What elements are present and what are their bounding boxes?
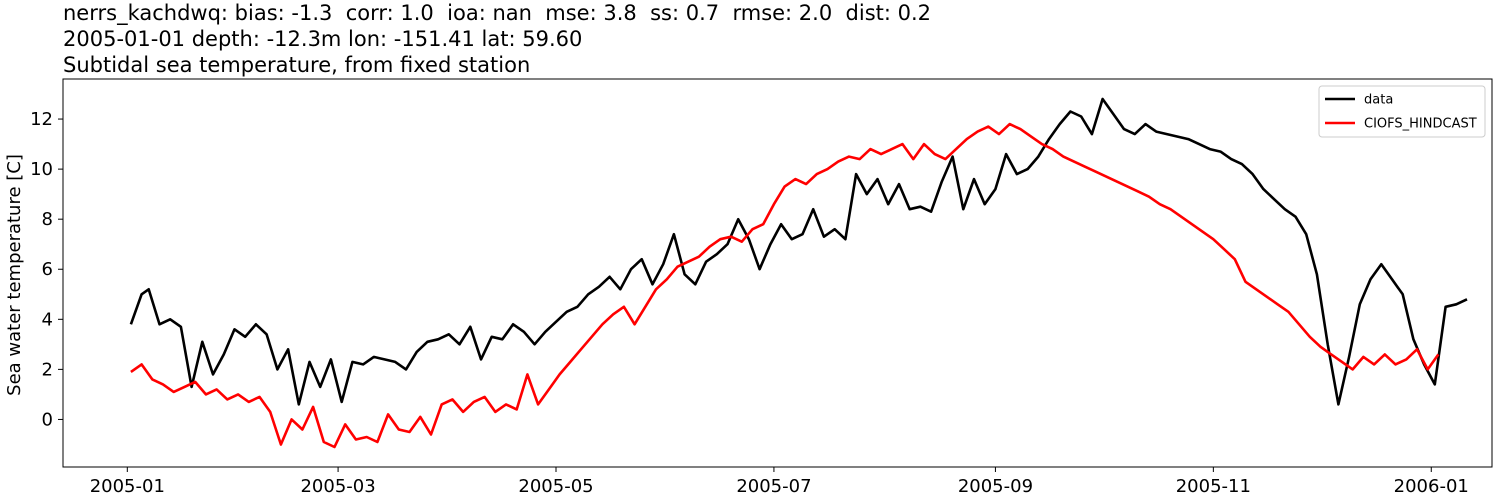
plot-frame: [62, 78, 1493, 468]
y-tick-label: 6: [42, 259, 53, 280]
plot-area: [129, 97, 1468, 449]
chart-title-stats: nerrs_kachdwq: bias: -1.3 corr: 1.0 ioa:…: [63, 1, 932, 25]
y-tick-label: 8: [42, 209, 53, 230]
chart-title-description: Subtidal sea temperature, from fixed sta…: [63, 53, 531, 77]
x-tick-label: 2005-03: [300, 476, 375, 497]
chart-title-location: 2005-01-01 depth: -12.3m lon: -151.41 la…: [63, 27, 583, 51]
y-tick-label: 12: [30, 109, 53, 130]
y-tick-label: 0: [42, 409, 53, 430]
x-tick-label: 2005-11: [1176, 476, 1251, 497]
y-axis-label: Sea water temperature [C]: [4, 154, 25, 396]
legend-label: CIOFS_HINDCAST: [1364, 117, 1477, 132]
x-tick-label: 2005-01: [90, 476, 165, 497]
series-line-data: [129, 97, 1468, 406]
x-tick-label: 2005-07: [736, 476, 811, 497]
series-line-ciofs-hindcast: [130, 122, 1440, 449]
y-tick-label: 10: [30, 159, 53, 180]
legend-box: [1318, 85, 1486, 138]
legend: data CIOFS_HINDCAST: [1318, 85, 1486, 138]
y-tick-label: 4: [42, 309, 53, 330]
x-tick-label: 2005-05: [518, 476, 593, 497]
legend-label: data: [1364, 93, 1393, 108]
x-tick-label: 2006-01: [1394, 476, 1469, 497]
axes: 2005-01 2005-03 2005-05 2005-07 2005-09 2005-…: [30, 78, 1493, 497]
x-tick-label: 2005-09: [958, 476, 1033, 497]
chart-title-block: nerrs_kachdwq: bias: -1.3 corr: 1.0 ioa:…: [63, 0, 931, 78]
y-tick-label: 2: [42, 359, 53, 380]
